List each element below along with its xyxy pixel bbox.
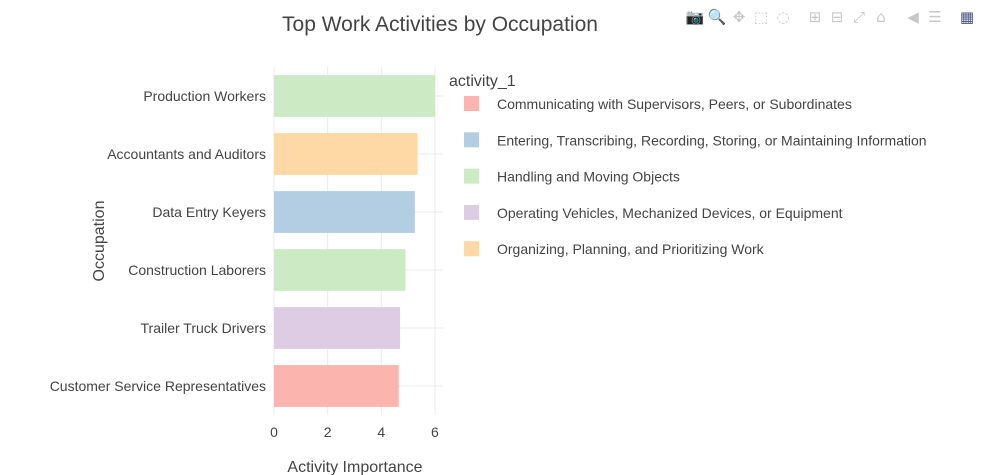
bar[interactable] [274, 249, 406, 291]
bars [274, 75, 435, 407]
legend-item-label[interactable]: Handling and Moving Objects [497, 169, 680, 185]
chart-title: Top Work Activities by Occupation [282, 13, 598, 36]
legend-item-label[interactable]: Operating Vehicles, Mechanized Devices, … [497, 205, 843, 221]
legend-swatch[interactable] [464, 204, 479, 220]
modebar: 📷 🔍 ✥ ⬚ ◌ ⊞ ⊟ ⤢ ⌂ ◀ ☰ ▦ [684, 6, 978, 28]
grid [273, 67, 443, 415]
legend-item-label[interactable]: Entering, Transcribing, Recording, Stori… [497, 132, 927, 148]
reset-axes-icon[interactable]: ⌂ [876, 7, 886, 26]
hover-closest-icon[interactable]: ◀ [907, 7, 919, 26]
bar[interactable] [274, 191, 415, 233]
box-select-icon[interactable]: ⬚ [753, 7, 769, 26]
legend-title: activity_1 [449, 73, 516, 90]
y-tick-label: Customer Service Representatives [50, 378, 266, 394]
bar[interactable] [274, 365, 399, 407]
x-tick-label: 0 [270, 424, 278, 440]
bar[interactable] [274, 307, 401, 349]
plotly-logo-icon[interactable]: ▦ [959, 7, 975, 26]
legend-swatch[interactable] [464, 96, 479, 111]
hover-compare-icon[interactable]: ☰ [928, 7, 942, 26]
x-tick-label: 4 [377, 424, 385, 440]
legend-swatch[interactable] [464, 132, 479, 148]
pan-icon[interactable]: ✥ [732, 7, 746, 26]
y-axis-title: Occupation [91, 201, 108, 282]
y-tick-label: Data Entry Keyers [152, 204, 266, 220]
legend-item-label[interactable]: Communicating with Supervisors, Peers, o… [497, 96, 852, 112]
camera-icon[interactable]: 📷 [685, 7, 705, 26]
legend-swatch[interactable] [464, 241, 479, 257]
bar[interactable] [274, 75, 435, 117]
x-axis-title: Activity Importance [287, 459, 422, 475]
zoom-icon[interactable]: 🔍 [707, 7, 727, 26]
y-tick-label: Construction Laborers [128, 262, 266, 278]
zoom-in-icon[interactable]: ⊞ [808, 7, 822, 26]
legend: activity_1 Communicating with Supervisor… [449, 73, 927, 257]
autoscale-icon[interactable]: ⤢ [852, 7, 865, 26]
legend-swatch[interactable] [464, 168, 479, 184]
legend-item-label[interactable]: Organizing, Planning, and Prioritizing W… [497, 241, 765, 257]
x-tick-label: 6 [431, 424, 439, 440]
y-tick-labels: Production Workers Accountants and Audito… [50, 88, 266, 394]
y-tick-label: Accountants and Auditors [107, 146, 266, 162]
lasso-select-icon[interactable]: ◌ [776, 7, 790, 26]
y-tick-label: Production Workers [143, 88, 266, 104]
zoom-out-icon[interactable]: ⊟ [830, 7, 844, 26]
bar[interactable] [274, 133, 418, 175]
y-tick-label: Trailer Truck Drivers [141, 320, 267, 336]
x-tick-label: 2 [324, 424, 332, 440]
x-tick-labels: 0 2 4 6 [270, 424, 439, 440]
